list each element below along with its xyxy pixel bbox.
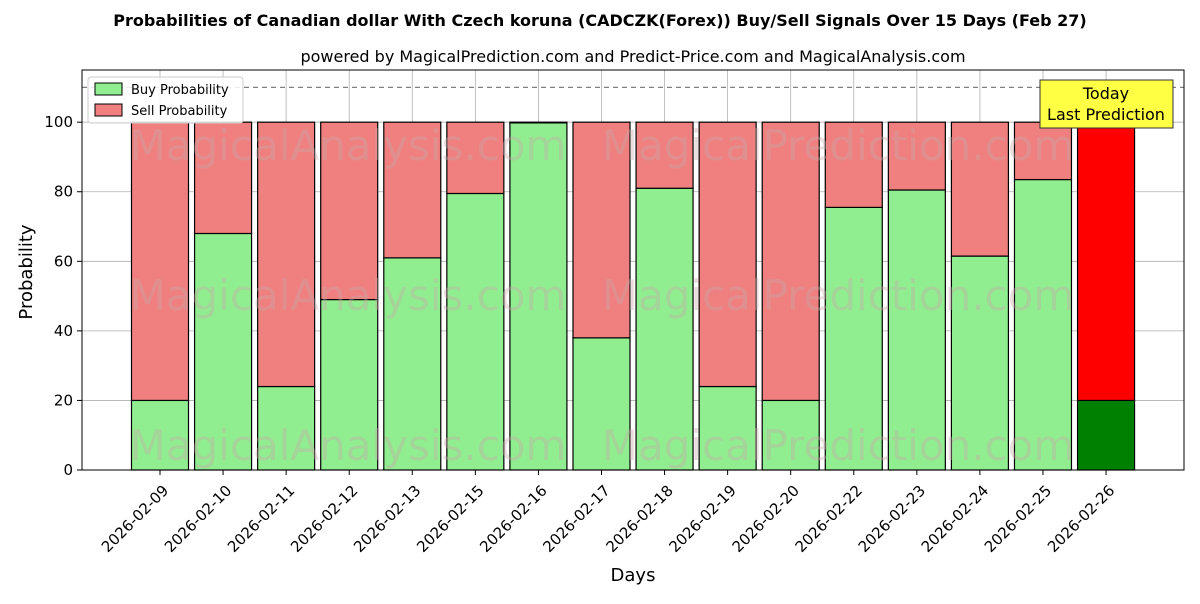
legend: Buy Probability Sell Probability: [87, 76, 244, 124]
watermark-text: MagicalAnalysis.com: [130, 121, 567, 170]
buy-bar: [1076, 399, 1136, 471]
x-tick-label: 2026-02-16: [476, 482, 550, 556]
buy-bar: [698, 385, 757, 471]
x-tick-label: 2026-02-20: [729, 482, 803, 556]
y-tick-label: 60: [54, 252, 73, 270]
plot-frame: [81, 69, 1185, 471]
x-tick-label: 2026-02-24: [918, 482, 992, 556]
bar-group: [887, 121, 946, 471]
buy-bar: [887, 189, 946, 471]
bar-group: [1076, 121, 1136, 471]
buy-bar: [761, 399, 820, 471]
bar-group: [509, 121, 568, 471]
buy-bar: [824, 206, 883, 471]
annotation-text: Today: [1082, 84, 1129, 103]
buy-bar: [193, 232, 253, 471]
legend-label: Buy Probability: [131, 83, 229, 98]
sell-bar: [950, 121, 1010, 257]
y-tick-label: 0: [63, 461, 73, 479]
sell-bar: [824, 121, 883, 208]
chart-subtitle: powered by MagicalPrediction.com and Pre…: [300, 47, 965, 66]
bar-group: [761, 121, 820, 471]
x-tick-label: 2026-02-10: [161, 482, 235, 556]
sell-bar: [887, 121, 946, 191]
bars-layer: [130, 121, 1136, 471]
bar-group: [950, 121, 1010, 471]
watermark-text: MagicalPrediction.com: [602, 271, 1075, 320]
x-tick-label: 2026-02-22: [792, 482, 866, 556]
x-tick-label: 2026-02-11: [224, 482, 298, 556]
chart-title: Probabilities of Canadian dollar With Cz…: [113, 11, 1086, 30]
x-tick-label: 2026-02-12: [287, 482, 361, 556]
sell-bar: [698, 121, 757, 388]
buy-bar: [320, 298, 379, 471]
x-tick-label: 2026-02-18: [602, 482, 676, 556]
annotation-box: [1039, 79, 1174, 129]
y-tick-label: 80: [54, 183, 73, 201]
bar-group: [383, 121, 442, 471]
bar-group: [320, 121, 379, 471]
buy-bar: [257, 385, 316, 471]
x-tick-label: 2026-02-19: [666, 482, 740, 556]
x-tick-label: 2026-02-09: [98, 482, 172, 556]
sell-bar: [383, 121, 442, 259]
bar-group: [824, 121, 883, 471]
buy-bar: [446, 192, 505, 471]
bar-group: [698, 121, 757, 471]
y-tick-label: 20: [54, 391, 73, 409]
y-axis-label: Probability: [16, 224, 37, 319]
watermark-text: MagicalAnalysis.com: [130, 271, 567, 320]
legend-label: Sell Probability: [131, 104, 228, 119]
watermark-text: MagicalPrediction.com: [602, 121, 1075, 170]
sell-bar: [446, 121, 505, 195]
annotation-text: Last Prediction: [1047, 105, 1165, 124]
x-tick-label: 2026-02-26: [1044, 482, 1118, 556]
sell-bar: [509, 121, 568, 124]
sell-bar: [1013, 121, 1073, 181]
x-tick-label: 2026-02-15: [413, 482, 487, 556]
watermark-layer: MagicalAnalysis.com MagicalPrediction.com…: [130, 121, 1075, 470]
x-tick-label: 2026-02-17: [539, 482, 613, 556]
y-tick-label: 40: [54, 322, 73, 340]
buy-bar: [509, 122, 568, 471]
sell-bar: [130, 121, 190, 402]
bar-group: [572, 121, 631, 471]
buy-bar: [635, 187, 694, 471]
sell-bar: [572, 121, 631, 339]
bar-group: [130, 121, 190, 471]
sell-bar: [761, 121, 820, 402]
y-tick-label: 100: [44, 113, 73, 131]
bar-group: [1013, 121, 1073, 471]
buy-bar: [383, 257, 442, 471]
watermark-text: MagicalPrediction.com: [602, 421, 1075, 470]
legend-box: [87, 76, 244, 124]
bar-group: [257, 121, 316, 471]
sell-bar: [320, 121, 379, 301]
sell-bar: [635, 121, 694, 189]
today-annotation: Today Last Prediction: [1039, 79, 1174, 129]
legend-swatch: [94, 82, 123, 96]
buy-bar: [1013, 178, 1073, 471]
buy-bar: [950, 255, 1010, 471]
bar-group: [446, 121, 505, 471]
x-tick-label: 2026-02-23: [855, 482, 929, 556]
sell-bar: [1076, 121, 1136, 402]
bar-group: [635, 121, 694, 471]
sell-bar: [257, 121, 316, 388]
legend-swatch: [94, 103, 123, 117]
x-tick-label: 2026-02-13: [350, 482, 424, 556]
x-axis-label: Days: [611, 565, 656, 586]
watermark-text: MagicalAnalysis.com: [130, 421, 567, 470]
x-tick-label: 2026-02-25: [981, 482, 1055, 556]
